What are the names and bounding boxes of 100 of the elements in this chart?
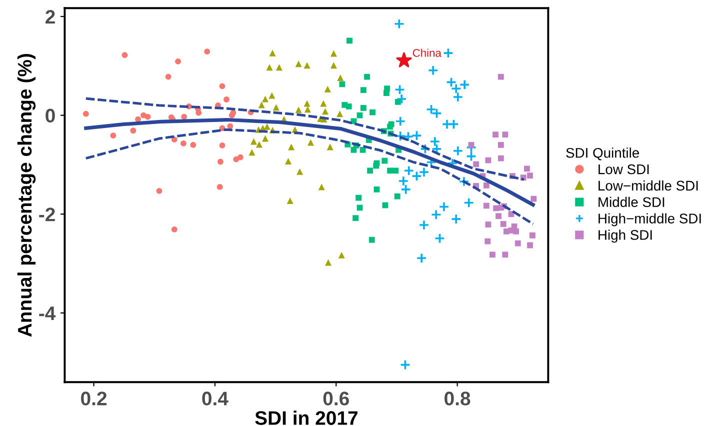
point	[339, 81, 346, 88]
point	[395, 130, 406, 142]
x-tick-label: 0.2	[81, 392, 107, 406]
point	[373, 162, 380, 169]
point	[428, 65, 438, 76]
y-tick-label: -4	[39, 306, 56, 320]
point	[227, 123, 234, 130]
point	[430, 136, 440, 147]
point	[219, 83, 226, 90]
point	[483, 182, 490, 188]
point	[204, 48, 210, 55]
point	[530, 196, 537, 202]
point	[264, 123, 270, 130]
y-tick-label: 0	[46, 108, 55, 123]
point	[171, 136, 178, 142]
point	[156, 188, 162, 194]
x-axis-title: SDI in 2017	[255, 410, 358, 425]
point	[395, 116, 406, 127]
point	[224, 96, 230, 102]
point	[337, 74, 344, 82]
point	[352, 215, 358, 222]
point	[448, 118, 459, 130]
point	[304, 106, 311, 113]
point	[320, 100, 327, 107]
point	[430, 209, 442, 220]
point	[464, 197, 474, 208]
point	[258, 102, 265, 108]
point	[431, 108, 442, 119]
point	[452, 92, 464, 102]
point	[295, 106, 302, 114]
point	[489, 252, 496, 258]
point	[400, 184, 412, 195]
point	[269, 50, 276, 56]
point	[383, 90, 390, 96]
point	[502, 132, 508, 138]
point	[367, 168, 374, 174]
point	[171, 226, 178, 232]
x-tick-label: 0.8	[444, 392, 470, 406]
point	[181, 114, 188, 120]
point	[295, 60, 302, 68]
point	[458, 176, 470, 187]
point	[394, 193, 400, 200]
point	[452, 146, 464, 156]
x-tick-label: 0.4	[202, 392, 228, 406]
point	[498, 142, 504, 148]
point	[322, 108, 328, 115]
legend-label: Middle SDI	[598, 196, 664, 208]
point	[514, 240, 521, 246]
point	[285, 158, 292, 165]
point	[387, 124, 393, 130]
point	[498, 155, 504, 162]
point	[266, 64, 273, 71]
point	[307, 139, 314, 146]
point	[527, 242, 533, 248]
point	[394, 84, 406, 95]
point	[426, 104, 437, 115]
point	[529, 232, 536, 238]
point	[446, 76, 457, 88]
point	[130, 128, 136, 134]
point	[250, 138, 257, 145]
point	[484, 238, 491, 244]
point	[527, 172, 533, 179]
point	[346, 38, 352, 44]
point	[356, 112, 363, 118]
point	[500, 221, 506, 227]
point	[438, 201, 450, 212]
point	[468, 142, 474, 148]
point	[442, 118, 452, 130]
point	[216, 184, 223, 190]
point	[450, 83, 462, 94]
point	[248, 149, 256, 156]
point	[268, 92, 276, 99]
point	[396, 52, 412, 68]
point	[360, 146, 366, 153]
point	[330, 50, 337, 57]
point	[324, 86, 331, 92]
point	[473, 161, 480, 168]
point	[392, 168, 398, 174]
point	[217, 158, 224, 165]
legend-label: High SDI	[598, 230, 652, 243]
point	[402, 131, 414, 142]
point	[524, 166, 530, 172]
point	[382, 158, 388, 164]
point	[262, 96, 268, 102]
point	[360, 104, 366, 111]
point	[304, 100, 310, 107]
point	[304, 62, 310, 69]
y-tick-label: -2	[39, 208, 55, 222]
point	[230, 110, 236, 116]
point	[82, 110, 89, 117]
y-tick-label: 2	[46, 10, 55, 24]
point	[374, 186, 380, 192]
point	[144, 114, 151, 120]
point	[288, 144, 295, 150]
point	[330, 62, 337, 69]
point	[485, 222, 492, 228]
point	[360, 87, 366, 94]
point	[318, 184, 325, 190]
point	[418, 220, 430, 230]
point	[498, 74, 504, 80]
